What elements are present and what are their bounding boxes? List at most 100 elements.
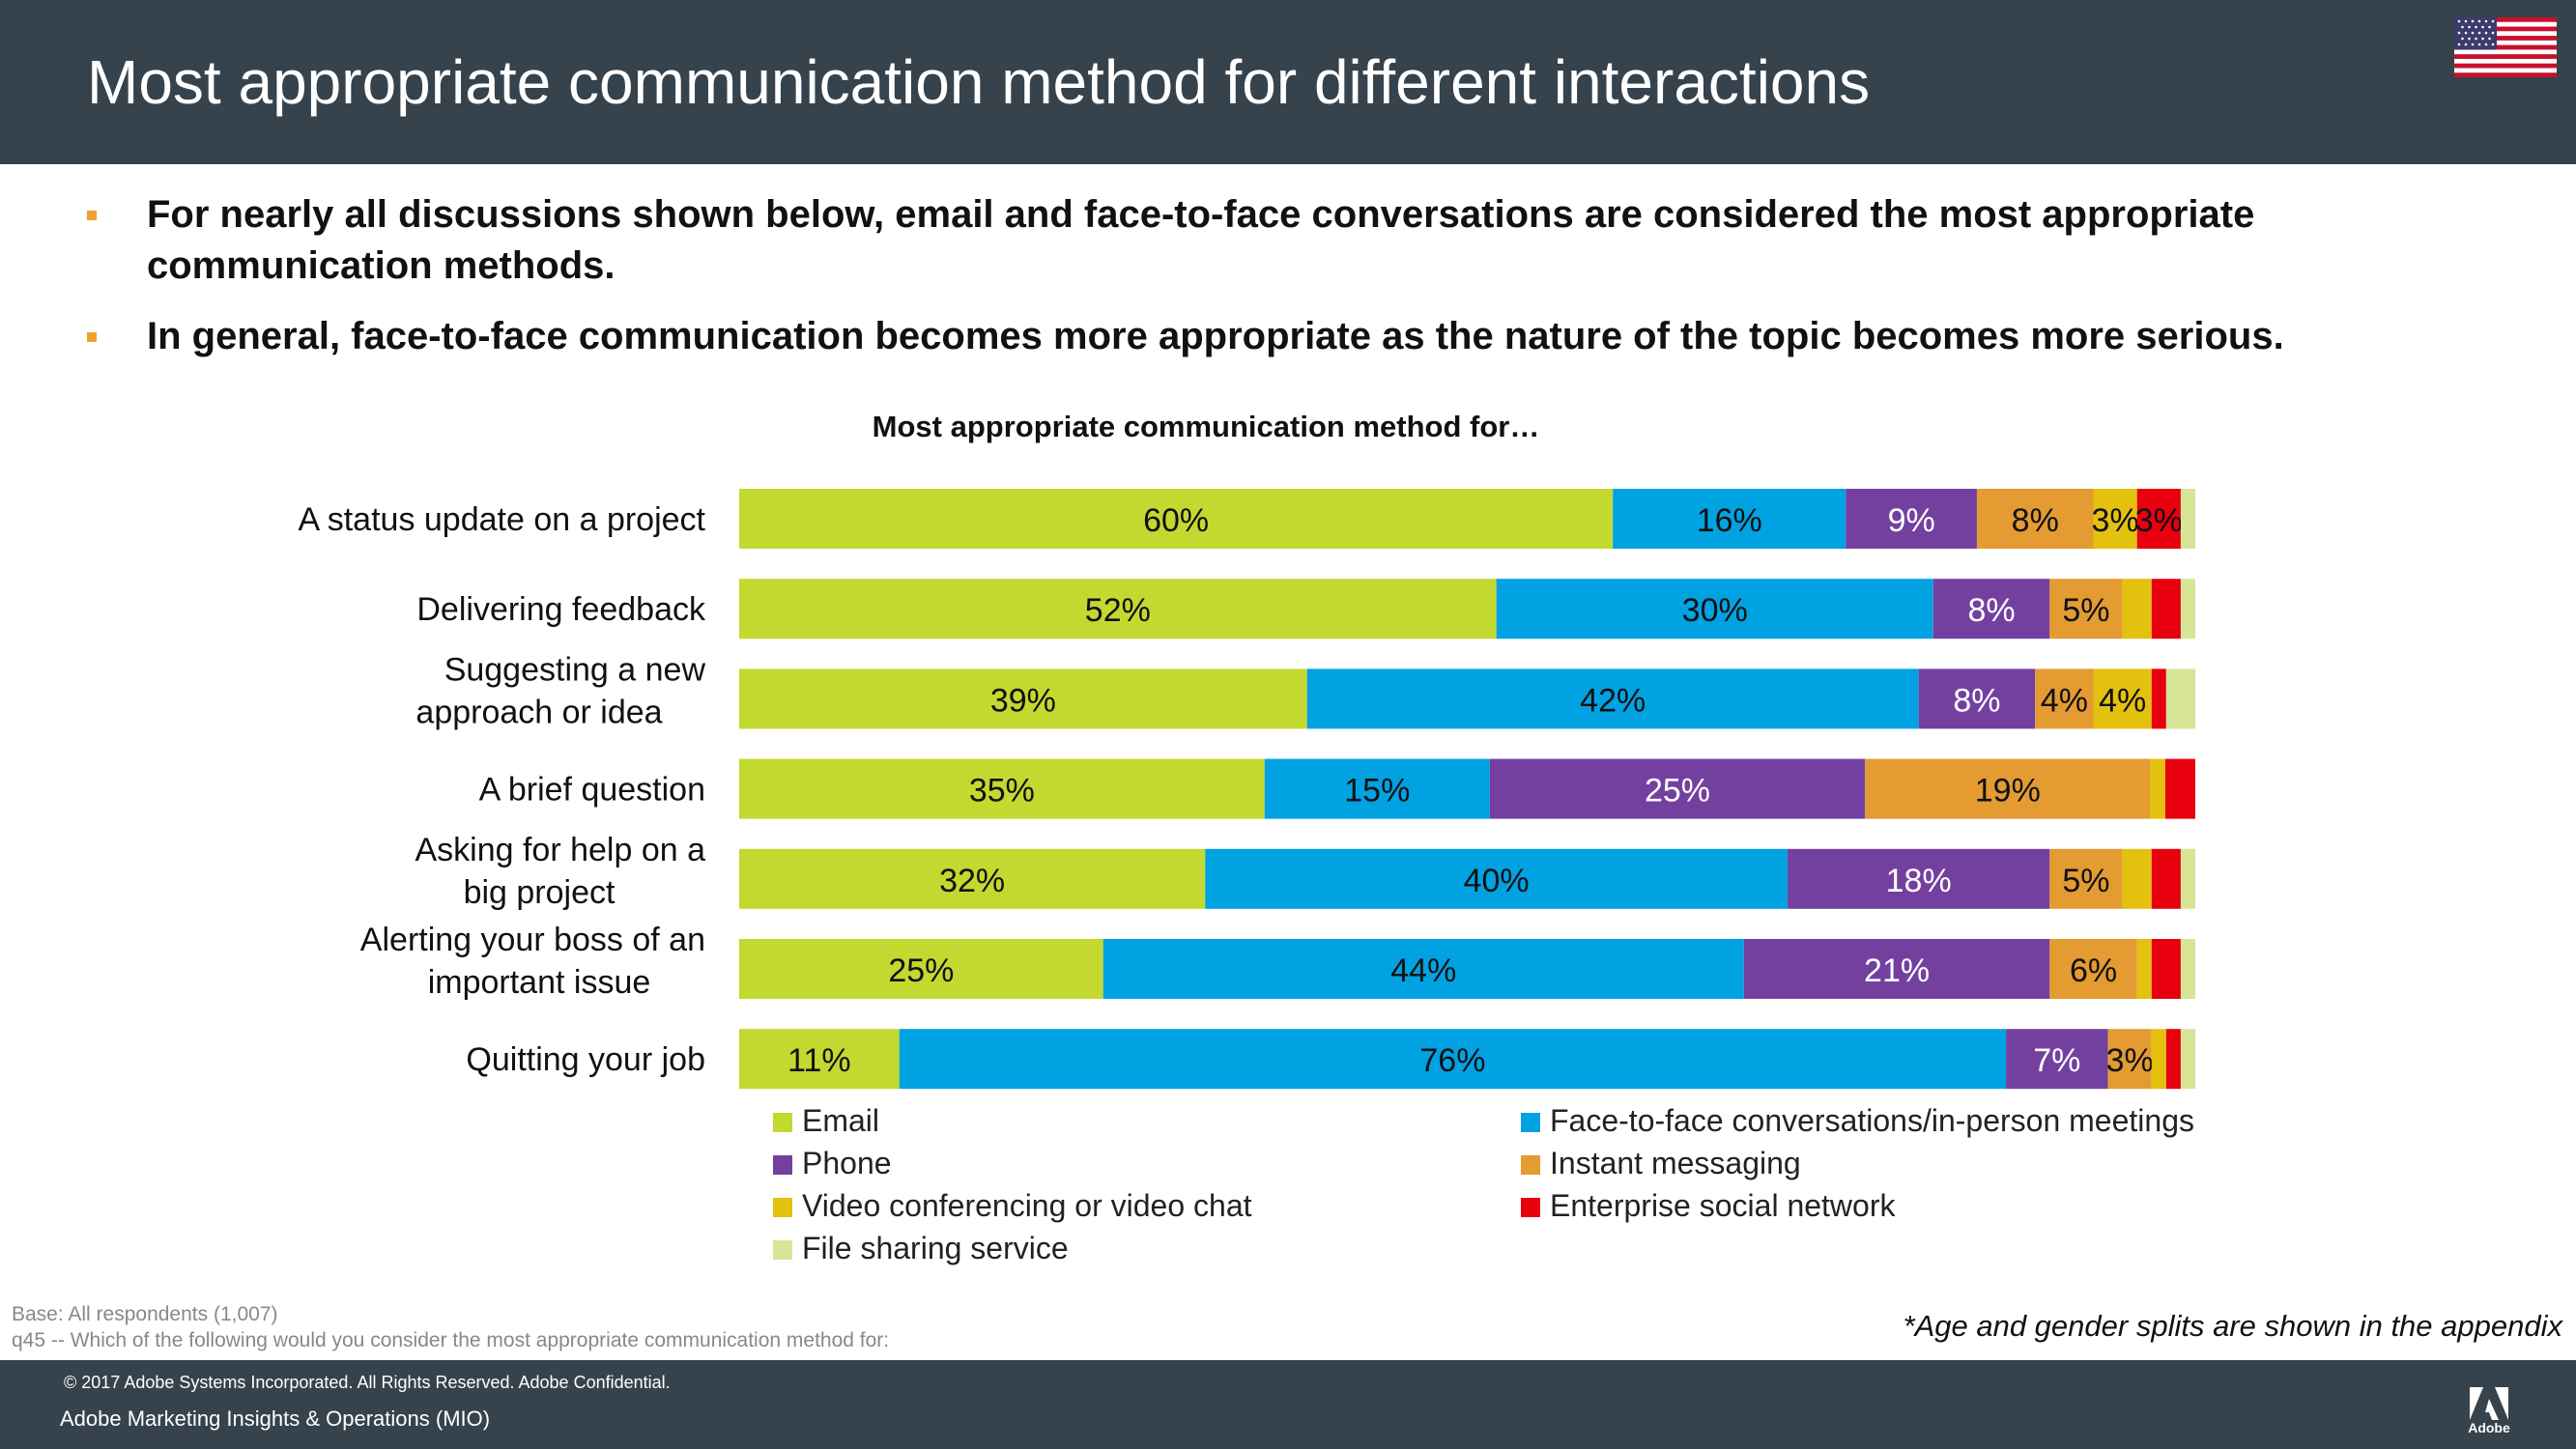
bar-segment: [739, 939, 1103, 999]
bar-value-label: 8%: [1953, 682, 2000, 719]
bar-segment: [2049, 848, 2123, 909]
bar-segment: [1918, 668, 2036, 729]
copyright-text: © 2017 Adobe Systems Incorporated. All R…: [64, 1373, 671, 1392]
base-text: Base: All respondents (1,007): [12, 1303, 278, 1325]
bar-segment: [2151, 668, 2166, 729]
bar-segment: [1932, 579, 2050, 639]
bar-segment: [739, 758, 1265, 819]
bar-segment: [2049, 579, 2123, 639]
bullet-square-icon: [87, 332, 97, 342]
bar-segment: [2151, 1029, 2166, 1090]
bar-value-label: 9%: [1888, 502, 1935, 539]
bar-value-label: 6%: [2070, 952, 2117, 989]
bar-segment: [2165, 668, 2195, 729]
bar-segment: [2006, 1029, 2108, 1090]
bar-value-label: 60%: [1143, 502, 1209, 539]
bar-segment: [1743, 939, 2050, 999]
bar-segment: [2150, 758, 2165, 819]
header-bar: Most appropriate communication method fo…: [0, 0, 2576, 164]
bar-segment: [2180, 1029, 2195, 1090]
bar-value-label: 11%: [787, 1042, 851, 1079]
bar-value-label: 52%: [1085, 592, 1151, 629]
page-title: Most appropriate communication method fo…: [87, 47, 1871, 117]
finding-1-text: For nearly all discussions shown below, …: [147, 193, 2255, 287]
bar-value-label: 16%: [1697, 502, 1762, 539]
bar-value-label: 76%: [1419, 1042, 1485, 1079]
bar-segment: [2180, 848, 2195, 909]
category-label: A brief question: [479, 772, 705, 809]
bar-segment: [739, 489, 1614, 549]
category-label: Delivering feedback: [416, 591, 706, 628]
bar-segment: [1102, 939, 1744, 999]
bar-value-label: 4%: [2099, 682, 2146, 719]
bar-segment: [2151, 939, 2181, 999]
bar-segment: [2151, 579, 2181, 639]
bar-value-label: 8%: [2012, 502, 2059, 539]
legend-label: Enterprise social network: [1550, 1188, 1896, 1223]
bar-segment: [2180, 579, 2195, 639]
bar-segment: [2136, 489, 2181, 549]
bar-segment: [2093, 668, 2152, 729]
bar-segment: [2180, 489, 2195, 549]
bar-segment: [1788, 848, 2050, 909]
question-text: q45 -- Which of the following would you …: [12, 1329, 890, 1351]
bar-segment: [2035, 668, 2094, 729]
bullet-square-icon: [87, 211, 97, 220]
bar-segment: [739, 579, 1497, 639]
adobe-logo-icon: [2470, 1387, 2508, 1420]
legend-label: File sharing service: [802, 1231, 1069, 1265]
category-label: Asking for help on a big project: [415, 832, 705, 911]
finding-2: In general, face-to-face communication b…: [87, 311, 2425, 362]
category-label: Quitting your job: [466, 1041, 705, 1078]
legend-label: Video conferencing or video chat: [802, 1188, 1252, 1223]
stacked-bar-chart: A status update on a project 60% 16% 9% 8% 3%…: [298, 489, 2195, 1090]
bar-value-label: 5%: [2062, 592, 2109, 629]
bar-segment: [1205, 848, 1789, 909]
bar-segment: [739, 1029, 900, 1090]
legend-label: Face-to-face conversations/in-person mee…: [1550, 1103, 2194, 1138]
bar-value-label: 3%: [2092, 502, 2139, 539]
bar-value-label: 19%: [1975, 773, 2041, 810]
legend-item-enterprise-social: Enterprise social network: [1521, 1186, 1895, 1225]
bar-segment: [2151, 848, 2181, 909]
bar-segment: [2164, 758, 2195, 819]
bar-segment: [2049, 939, 2137, 999]
legend-swatch: [773, 1155, 792, 1175]
base-footnote: Base: All respondents (1,007) q45 -- Whi…: [12, 1301, 889, 1353]
footer-bar: © 2017 Adobe Systems Incorporated. All R…: [0, 1360, 2576, 1449]
bar-segment: [739, 848, 1206, 909]
bar-value-label: 25%: [888, 952, 954, 989]
bar-value-label: 15%: [1344, 773, 1410, 810]
mio-text: Adobe Marketing Insights & Operations (M…: [60, 1406, 491, 1431]
category-label: Suggesting a new approach or idea: [415, 651, 705, 730]
bar-segment: [1865, 758, 2151, 819]
legend-item-email: Email: [773, 1101, 879, 1140]
bar-value-label: 3%: [2135, 502, 2183, 539]
legend-item-file-sharing: File sharing service: [773, 1229, 1069, 1267]
key-findings: For nearly all discussions shown below, …: [87, 189, 2425, 382]
legend-swatch: [1521, 1113, 1540, 1132]
bar-segment: [2180, 939, 2195, 999]
bar-segment: [1489, 758, 1866, 819]
bar-value-label: 3%: [2106, 1042, 2154, 1079]
bar-value-label: 4%: [2041, 682, 2088, 719]
legend-label: Phone: [802, 1146, 892, 1180]
bar-value-label: 8%: [1967, 592, 2015, 629]
finding-2-text: In general, face-to-face communication b…: [147, 315, 2284, 357]
bar-value-label: 25%: [1645, 773, 1710, 810]
bar-segment: [739, 668, 1307, 729]
legend-item-phone: Phone: [773, 1144, 892, 1182]
bar-segment: [1264, 758, 1490, 819]
legend-item-face-to-face: Face-to-face conversations/in-person mee…: [1521, 1101, 2194, 1140]
bar-segment: [2122, 579, 2152, 639]
legend-swatch: [773, 1113, 792, 1132]
bar-segment: [1846, 489, 1977, 549]
logo-text: Adobe: [2468, 1420, 2510, 1435]
bar-segment: [2165, 1029, 2181, 1090]
legend-swatch: [773, 1240, 792, 1260]
us-flag-icon: [2454, 17, 2557, 77]
bar-value-label: 32%: [939, 863, 1005, 899]
bar-value-label: 35%: [969, 773, 1035, 810]
bar-segment: [2107, 1029, 2152, 1090]
legend-label: Email: [802, 1103, 880, 1138]
